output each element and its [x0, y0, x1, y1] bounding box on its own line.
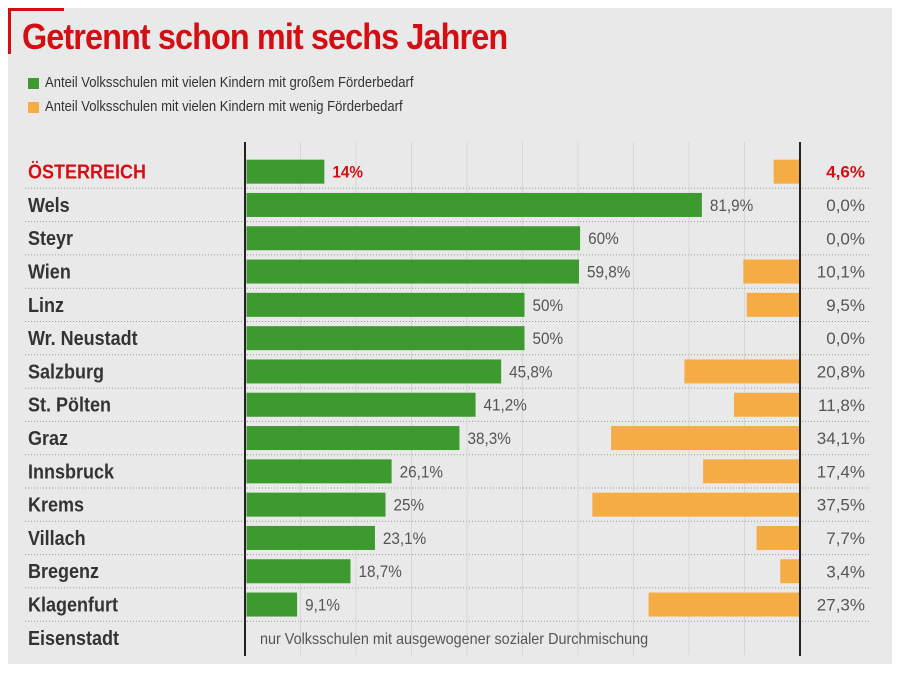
green-bar: [246, 226, 581, 251]
legend-swatch-orange: [28, 102, 39, 113]
green-value-label: 81,9%: [710, 196, 753, 215]
green-bar: [246, 192, 702, 217]
chart-title: Getrennt schon mit sechs Jahren: [22, 16, 508, 57]
green-value-label: 38,3%: [467, 429, 510, 448]
orange-value-label: 37,5%: [817, 496, 865, 515]
green-value-label: 45,8%: [509, 363, 552, 382]
category-label: Graz: [28, 428, 68, 450]
orange-bar: [733, 392, 799, 417]
category-label: Salzburg: [28, 362, 104, 384]
green-value-label: 50%: [533, 329, 564, 348]
category-label: St. Pölten: [28, 395, 111, 417]
category-label: ÖSTERREICH: [28, 162, 146, 184]
orange-bar: [756, 525, 799, 550]
orange-value-label: 0,0%: [826, 196, 865, 215]
orange-value-label: 20,8%: [817, 362, 865, 381]
legend-swatch-green: [28, 78, 39, 89]
green-bar: [246, 559, 351, 584]
orange-value-label: 27,3%: [817, 596, 865, 615]
green-value-label: 26,1%: [400, 463, 443, 482]
category-label: Wels: [28, 195, 70, 217]
green-bar: [246, 159, 325, 184]
green-bar: [246, 492, 386, 517]
orange-bar: [703, 459, 799, 484]
orange-value-label: 3,4%: [826, 562, 865, 581]
category-label: Innsbruck: [28, 462, 114, 484]
eisenstadt-note: nur Volksschulen mit ausgewogener sozial…: [260, 630, 648, 648]
green-value-label: 59,8%: [587, 263, 630, 282]
green-value-label: 14%: [332, 163, 363, 182]
orange-value-label: 10,1%: [817, 263, 865, 282]
orange-bar: [684, 359, 799, 384]
category-label: Linz: [28, 295, 64, 317]
orange-value-label: 17,4%: [817, 462, 865, 481]
green-value-label: 60%: [588, 230, 619, 249]
orange-value-label: 11,8%: [818, 396, 865, 415]
orange-value-label: 7,7%: [826, 529, 865, 548]
green-bar: [246, 292, 525, 317]
orange-value-label: 9,5%: [826, 296, 865, 315]
category-label: Steyr: [28, 228, 74, 250]
category-label: Krems: [28, 495, 84, 517]
green-bar: [246, 459, 392, 484]
green-value-label: 18,7%: [358, 563, 401, 582]
corner-accent-horizontal: [8, 8, 64, 11]
category-label: Bregenz: [28, 561, 99, 583]
category-label: Wien: [28, 262, 71, 284]
orange-value-label: 0,0%: [826, 329, 865, 348]
orange-bar: [780, 559, 799, 584]
green-bar: [246, 426, 460, 451]
green-value-label: 23,1%: [383, 529, 426, 548]
legend-label-green: Anteil Volksschulen mit vielen Kindern m…: [45, 75, 414, 91]
corner-accent-vertical: [8, 8, 11, 54]
category-label: Wr. Neustadt: [28, 328, 138, 350]
orange-value-label: 0,0%: [826, 229, 865, 248]
green-value-label: 9,1%: [305, 596, 340, 615]
orange-bar: [743, 259, 799, 284]
category-label: Villach: [28, 528, 86, 550]
orange-value-label: 34,1%: [817, 429, 865, 448]
green-value-label: 25%: [394, 496, 425, 515]
green-bar: [246, 592, 298, 617]
orange-value-label: 4,6%: [826, 163, 865, 182]
legend-label-orange: Anteil Volksschulen mit vielen Kindern m…: [45, 99, 403, 115]
green-bar: [246, 326, 525, 351]
category-label: Eisenstadt: [28, 628, 120, 650]
green-bar: [246, 392, 476, 417]
orange-bar: [746, 292, 799, 317]
orange-bar: [592, 492, 799, 517]
green-value-label: 50%: [533, 296, 564, 315]
orange-bar: [773, 159, 799, 184]
green-bar: [246, 259, 579, 284]
orange-bar: [611, 426, 799, 451]
green-bar: [246, 359, 502, 384]
orange-bar: [648, 592, 799, 617]
category-label: Klagenfurt: [28, 595, 119, 617]
green-bar: [246, 525, 375, 550]
green-value-label: 41,2%: [484, 396, 527, 415]
